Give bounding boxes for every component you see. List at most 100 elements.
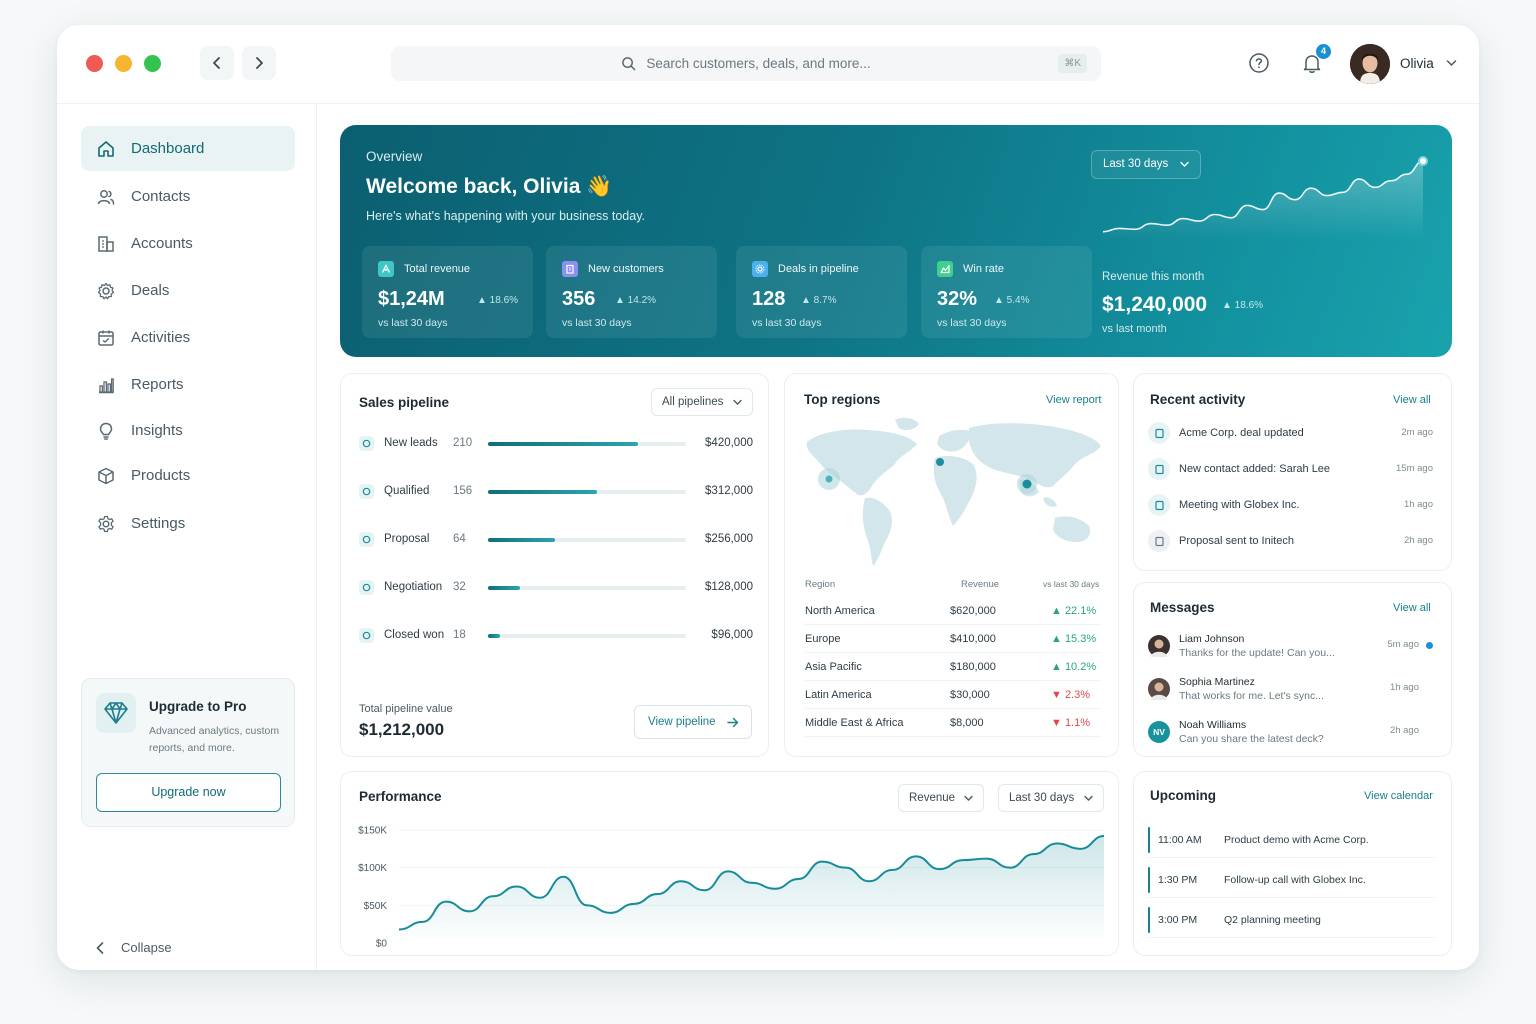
region-row[interactable]: Europe $410,000 ▲ 15.3% <box>805 625 1101 653</box>
back-button[interactable] <box>200 46 234 80</box>
sidebar-item-activities[interactable]: Activities <box>81 315 295 360</box>
activity-item[interactable]: New contact added: Sarah Lee 15m ago <box>1148 458 1433 480</box>
messages-card: Messages View all Liam Johnson Thanks for… <box>1133 582 1452 757</box>
message-item[interactable]: NV Noah Williams Can you share the latest … <box>1148 719 1433 751</box>
region-row[interactable]: Middle East & Africa $8,000 ▼ 1.1% <box>805 709 1101 737</box>
diamond-icon <box>96 693 136 733</box>
message-time: 2h ago <box>1389 725 1419 736</box>
overview-banner: Overview Welcome back, Olivia 👋 Here's w… <box>340 125 1452 357</box>
stage-amount: $128,000 <box>705 581 753 593</box>
kpi-card-deals[interactable]: Deals in pipeline 128 ▲ 8.7% vs last 30 … <box>736 246 907 338</box>
chevron-down-icon[interactable] <box>1446 59 1457 67</box>
bell-icon[interactable] <box>1300 51 1324 75</box>
stage-check-circle-icon <box>359 628 374 643</box>
kpi-footnote: vs last 30 days <box>937 317 1007 329</box>
kpi-footnote: vs last 30 days <box>562 317 632 329</box>
stage-check-square-icon <box>359 484 374 499</box>
stage-doc-icon <box>359 532 374 547</box>
sparkline-end-point <box>1418 156 1428 166</box>
pipeline-stage-row[interactable]: Proposal 64 $256,000 <box>359 530 753 550</box>
app-window: Search customers, deals, and more... ⌘K … <box>57 25 1479 970</box>
pipeline-stage-row[interactable]: Qualified 156 $312,000 <box>359 482 753 502</box>
world-map <box>806 417 1101 566</box>
avatar[interactable] <box>1350 44 1390 84</box>
chevron-left-icon <box>213 57 220 69</box>
pipeline-stage-row[interactable]: Negotiation 32 $128,000 <box>359 578 753 598</box>
minimize-window-dot[interactable] <box>115 55 132 72</box>
sidebar-item-deals[interactable]: Deals <box>81 268 295 313</box>
activity-time: 15m ago <box>1396 463 1433 474</box>
pipeline-stage-row[interactable]: Closed won 18 $96,000 <box>359 626 753 646</box>
stage-name: Proposal <box>384 533 430 545</box>
sidebar-item-reports[interactable]: Reports <box>81 362 295 407</box>
sidebar-item-settings[interactable]: Settings <box>81 501 295 546</box>
activity-item[interactable]: Meeting with Globex Inc. 1h ago <box>1148 494 1433 516</box>
sidebar-item-label: Reports <box>131 376 184 393</box>
activity-text: Proposal sent to Initech <box>1179 535 1294 547</box>
view-all-activity-link[interactable]: View all <box>1393 394 1431 406</box>
metric-dropdown[interactable]: Revenue <box>898 784 984 812</box>
sidebar-item-insights[interactable]: Insights <box>81 408 295 453</box>
message-preview: That works for me. Let's sync... <box>1179 690 1324 702</box>
sidebar-item-dashboard[interactable]: Dashboard <box>81 126 295 171</box>
building-icon <box>562 261 578 277</box>
search-icon <box>622 57 636 71</box>
activity-item[interactable]: Acme Corp. deal updated 2m ago <box>1148 422 1433 444</box>
kpi-card-customers[interactable]: New customers 356 ▲ 14.2% vs last 30 day… <box>546 246 717 338</box>
region-column-header: Region <box>805 579 836 590</box>
view-all-messages-link[interactable]: View all <box>1393 602 1431 614</box>
user-add-icon <box>1148 458 1170 480</box>
users-icon <box>97 189 115 205</box>
search-shortcut: ⌘K <box>1058 54 1087 73</box>
activity-item[interactable]: Proposal sent to Initech 2h ago <box>1148 530 1433 552</box>
date-range-dropdown[interactable]: Last 30 days <box>1091 150 1201 179</box>
arrow-right-icon <box>727 717 739 728</box>
region-revenue: $620,000 <box>950 605 996 617</box>
user-name[interactable]: Olivia <box>1400 56 1434 71</box>
region-row[interactable]: Latin America $30,000 ▼ 2.3% <box>805 681 1101 709</box>
collapse-button[interactable]: Collapse <box>95 940 172 955</box>
kpi-card-revenue[interactable]: Total revenue $1,24M ▲ 18.6% vs last 30 … <box>362 246 533 338</box>
card-title: Top regions <box>804 392 881 407</box>
upcoming-event[interactable]: 1:30 PM Follow-up call with Globex Inc. <box>1148 867 1435 898</box>
sidebar-item-label: Accounts <box>131 235 193 252</box>
view-report-link[interactable]: View report <box>1046 394 1102 406</box>
pipeline-filter-dropdown[interactable]: All pipelines <box>651 388 753 416</box>
sidebar-item-contacts[interactable]: Contacts <box>81 174 295 219</box>
upgrade-title: Upgrade to Pro <box>149 699 247 714</box>
revenue-column-header: Revenue <box>961 579 1000 590</box>
help-icon[interactable] <box>1248 52 1270 74</box>
box-icon <box>98 467 114 484</box>
avatar <box>1148 635 1170 657</box>
forward-button[interactable] <box>242 46 276 80</box>
search-input[interactable]: Search customers, deals, and more... ⌘K <box>391 46 1101 81</box>
card-title: Sales pipeline <box>359 395 450 410</box>
notification-badge: 4 <box>1316 44 1331 59</box>
message-item[interactable]: Liam Johnson Thanks for the update! Can y… <box>1148 633 1433 665</box>
user-avatar-icon <box>1350 44 1390 84</box>
stage-progress-track <box>488 634 686 638</box>
revenue-sparkline-chart <box>1102 156 1428 240</box>
region-name: Asia Pacific <box>805 661 862 673</box>
maximize-window-dot[interactable] <box>144 55 161 72</box>
pipeline-stage-row[interactable]: New leads 210 $420,000 <box>359 434 753 454</box>
region-row[interactable]: Asia Pacific $180,000 ▲ 10.2% <box>805 653 1101 681</box>
overview-label: Overview <box>366 149 423 164</box>
upcoming-event[interactable]: 3:00 PM Q2 planning meeting <box>1148 907 1435 938</box>
region-row[interactable]: North America $620,000 ▲ 22.1% <box>805 597 1101 625</box>
performance-range-dropdown[interactable]: Last 30 days <box>998 784 1104 812</box>
calendar-icon <box>98 330 114 346</box>
stage-person-icon <box>359 580 374 595</box>
view-pipeline-button[interactable]: View pipeline <box>634 705 752 739</box>
stage-circle-icon <box>359 436 374 451</box>
close-window-dot[interactable] <box>86 55 103 72</box>
region-name: North America <box>805 605 875 617</box>
sales-pipeline-card: Sales pipeline All pipelines New leads 21… <box>340 373 769 757</box>
message-item[interactable]: Sophia Martinez That works for me. Let's … <box>1148 676 1433 708</box>
upgrade-now-button[interactable]: Upgrade now <box>96 773 281 812</box>
view-calendar-link[interactable]: View calendar <box>1364 790 1433 802</box>
kpi-card-win-rate[interactable]: Win rate 32% ▲ 5.4% vs last 30 days <box>921 246 1092 338</box>
sidebar-item-products[interactable]: Products <box>81 453 295 498</box>
upcoming-event[interactable]: 11:00 AM Product demo with Acme Corp. <box>1148 827 1435 858</box>
sidebar-item-accounts[interactable]: Accounts <box>81 221 295 266</box>
